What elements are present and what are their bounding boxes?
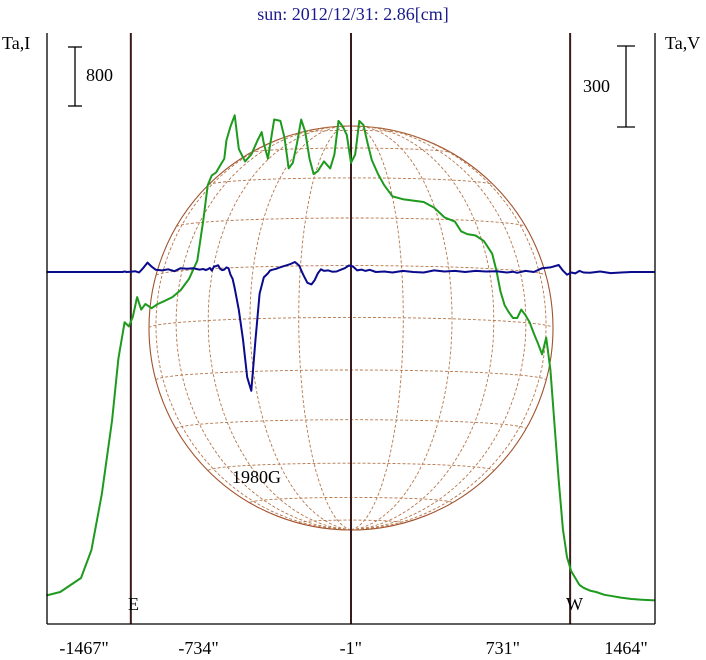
longitude-line	[350, 125, 453, 531]
left-axis-label: Ta,I	[2, 33, 30, 53]
x-tick-label: -1"	[340, 638, 362, 658]
x-tick-label: -1467"	[59, 638, 108, 658]
longitude-line	[350, 125, 404, 531]
left-scale-bar: 800	[68, 46, 113, 107]
longitude-line	[350, 126, 527, 531]
chart-title: sun: 2012/12/31: 2.86[cm]	[257, 4, 449, 24]
east-limb-label: E	[128, 594, 139, 614]
west-limb-label: W	[566, 594, 583, 614]
longitude-line	[298, 125, 352, 531]
longitude-line	[207, 126, 352, 531]
x-tick-label: 731"	[486, 638, 520, 658]
series-line-V	[46, 261, 656, 392]
right-scale-bar: 300	[583, 45, 635, 128]
sunspot-annotation: 1980G	[232, 467, 281, 487]
data-series	[46, 114, 656, 602]
left-scale-bar-value: 800	[86, 65, 113, 85]
series-line-I	[46, 114, 656, 602]
x-tick-labels: -1467" -734" -1" 731" 1464"	[59, 638, 647, 658]
longitude-line	[175, 126, 352, 531]
longitude-line	[350, 126, 495, 531]
limb-lines	[129, 33, 572, 624]
right-axis-label: Ta,V	[665, 33, 700, 53]
x-tick-label: 1464"	[604, 638, 647, 658]
longitude-line	[350, 129, 547, 531]
axes-frame	[46, 33, 656, 625]
right-scale-bar-value: 300	[583, 76, 610, 96]
latitude-line	[208, 177, 494, 186]
longitude-line	[155, 129, 352, 531]
x-tick-label: -734"	[178, 638, 218, 658]
